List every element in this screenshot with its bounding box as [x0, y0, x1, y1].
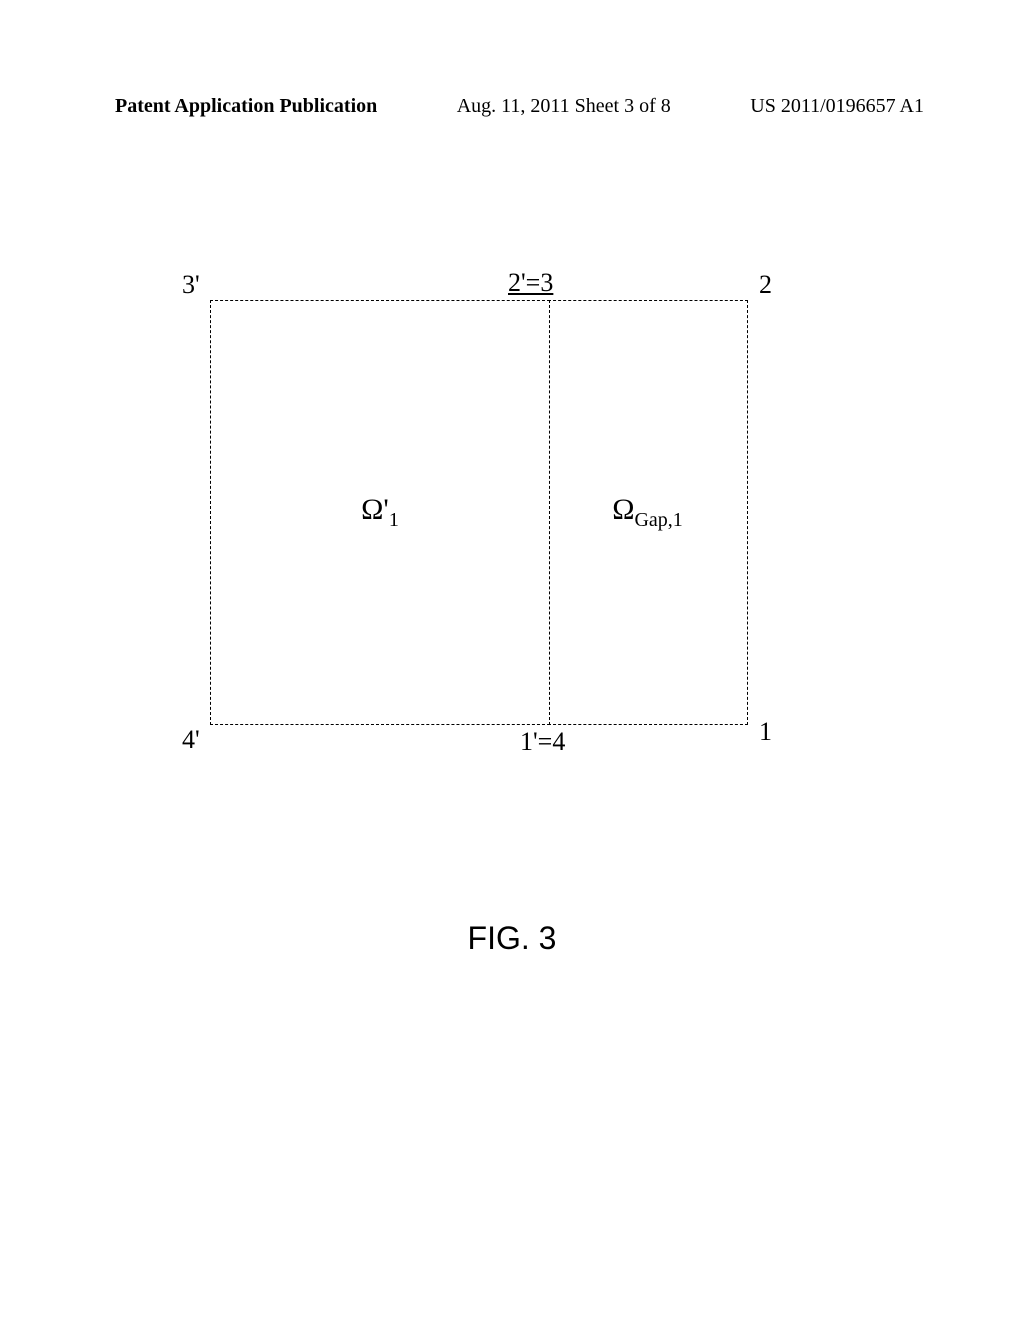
- corner-4-prime: 4': [182, 725, 200, 755]
- region-omega-prime-1: Ω'1: [210, 300, 550, 725]
- header-date-sheet: Aug. 11, 2011 Sheet 3 of 8: [457, 95, 671, 118]
- corner-3-prime: 3': [182, 270, 200, 300]
- corner-2: 2: [759, 270, 772, 300]
- corner-1: 1: [759, 717, 772, 747]
- omega-prime-symbol: Ω': [361, 493, 389, 526]
- figure-caption: FIG. 3: [0, 920, 1024, 957]
- corner-1prime-eq-4: 1'=4: [520, 727, 565, 757]
- region-omega-gap-1: ΩGap,1: [548, 300, 748, 725]
- diagram: Ω'1 ΩGap,1 3' 2'=3 2 4' 1'=4 1: [210, 300, 750, 725]
- omega-prime-subscript: 1: [389, 509, 399, 531]
- omega-gap-subscript: Gap,1: [634, 509, 682, 531]
- header-pub-type: Patent Application Publication: [115, 95, 377, 118]
- region-right-label: ΩGap,1: [612, 493, 683, 532]
- omega-gap-symbol: Ω: [612, 493, 634, 526]
- corner-2prime-eq-3: 2'=3: [508, 268, 553, 298]
- page-header: Patent Application Publication Aug. 11, …: [115, 95, 924, 118]
- header-pub-number: US 2011/0196657 A1: [750, 95, 924, 118]
- region-left-label: Ω'1: [361, 493, 399, 532]
